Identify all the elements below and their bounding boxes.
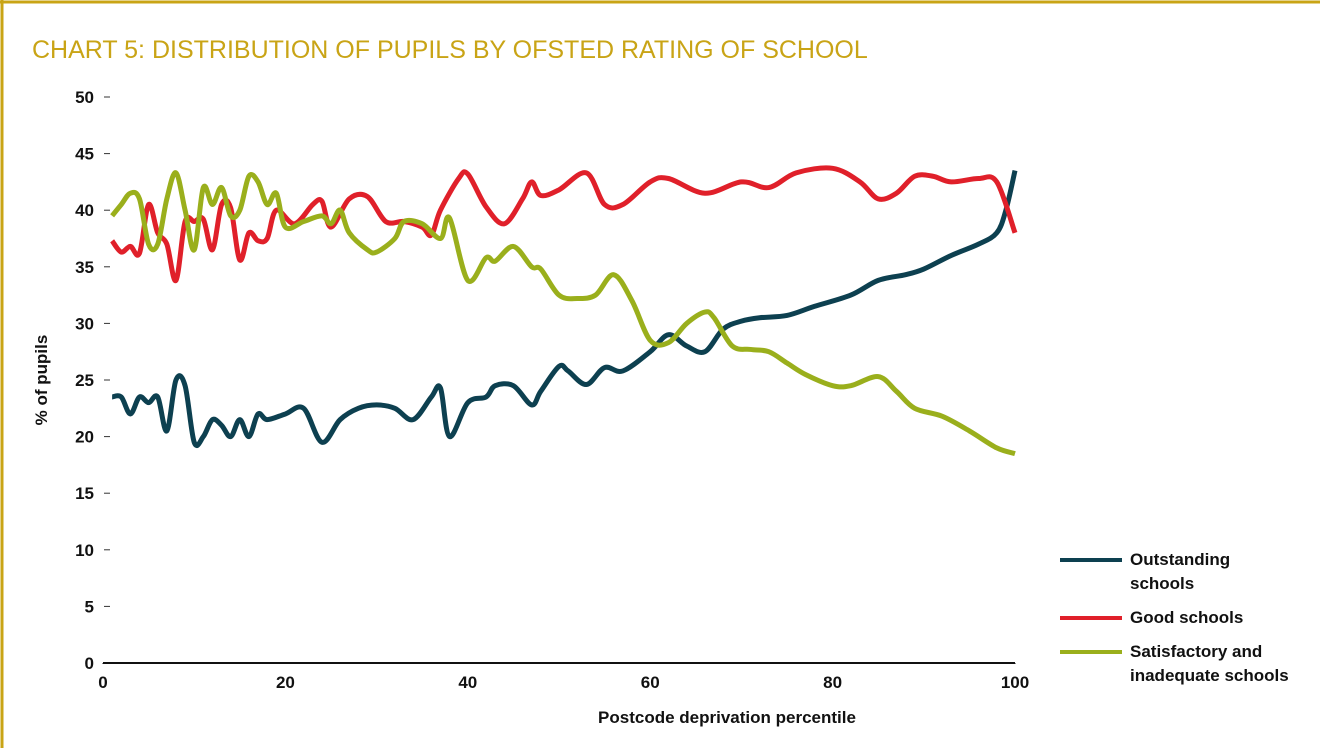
y-tick-label: 20: [75, 428, 94, 447]
legend-label: Outstanding schools: [1130, 550, 1231, 593]
y-tick-label: 50: [75, 88, 94, 107]
series-line: [110, 170, 1016, 456]
legend-swatch: [1060, 558, 1122, 562]
legend-swatch: [1060, 616, 1122, 620]
y-axis-label: % of pupils: [32, 335, 51, 426]
legend-label: Good schools: [1130, 608, 1244, 627]
legend-label: Satisfactory and inadequate schools: [1130, 642, 1289, 685]
legend-item: Outstanding schools: [1060, 548, 1310, 596]
y-tick-label: 25: [75, 371, 94, 390]
y-tick-label: 5: [85, 597, 94, 616]
y-tick-label: 10: [75, 541, 94, 560]
series-line: [111, 170, 1018, 448]
y-tick-label: 0: [85, 654, 94, 673]
x-tick-label: 0: [98, 673, 107, 692]
x-tick-label: 20: [276, 673, 295, 692]
y-tick-label: 40: [75, 201, 94, 220]
x-tick-label: 100: [1001, 673, 1029, 692]
y-tick-label: 30: [75, 314, 94, 333]
x-tick-label: 80: [823, 673, 842, 692]
chart-title: CHART 5: DISTRIBUTION OF PUPILS BY OFSTE…: [32, 36, 868, 64]
x-tick-label: 40: [458, 673, 477, 692]
legend-item: Satisfactory and inadequate schools: [1060, 640, 1310, 688]
x-axis-label: Postcode deprivation percentile: [598, 708, 856, 727]
y-tick-label: 15: [75, 484, 94, 503]
y-tick-label: 35: [75, 258, 94, 277]
legend-item: Good schools: [1060, 606, 1310, 630]
x-tick-label: 60: [641, 673, 660, 692]
legend: Outstanding schools Good schools Satisfact…: [1060, 548, 1310, 698]
y-tick-label: 45: [75, 145, 94, 164]
legend-swatch: [1060, 650, 1122, 654]
